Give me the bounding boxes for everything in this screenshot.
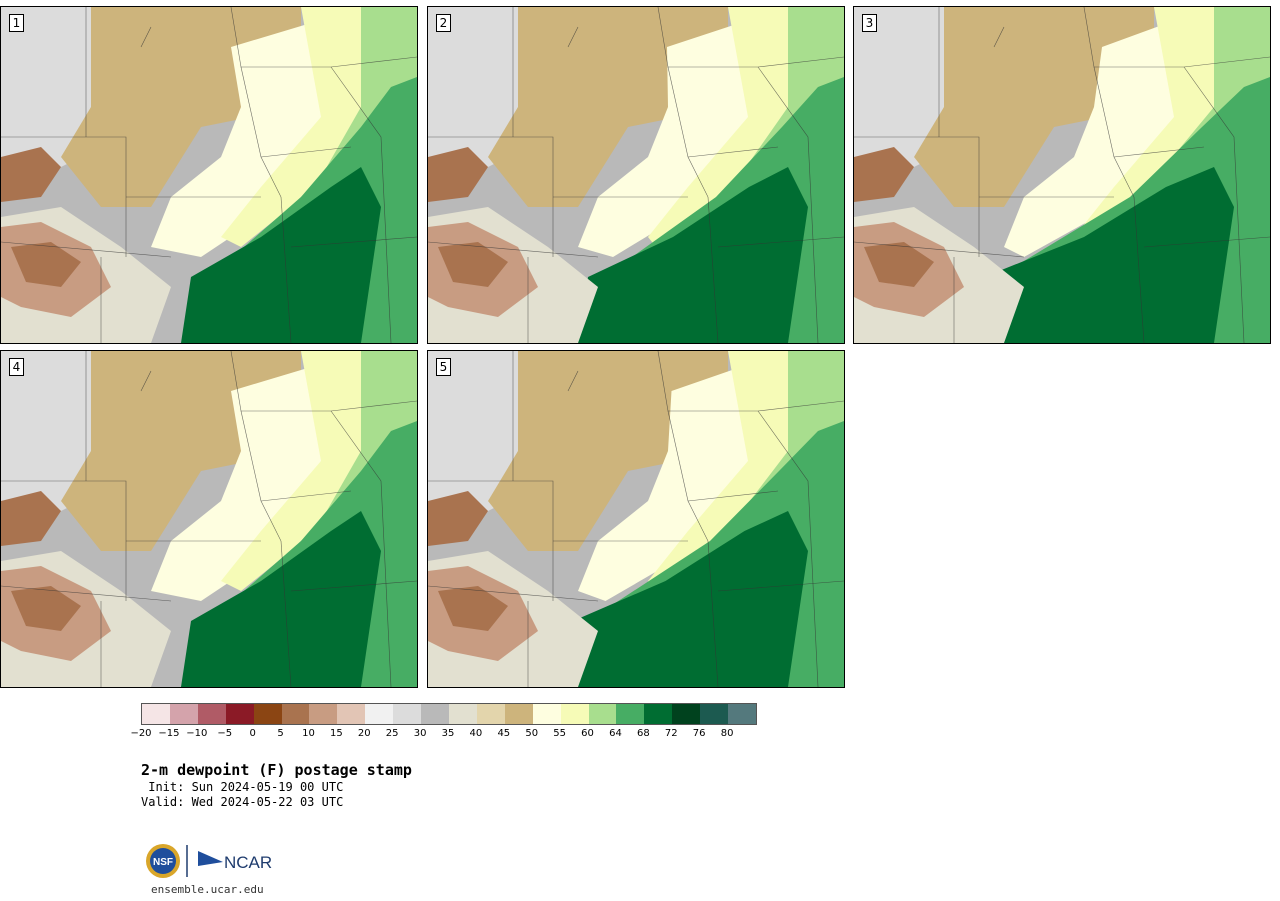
colorbar-cell xyxy=(700,704,729,724)
ensemble-member-panel-5: 5 xyxy=(427,350,845,688)
ensemble-member-panel-3: 3 xyxy=(853,6,1271,344)
panel-number: 4 xyxy=(9,358,24,376)
product-title: 2-m dewpoint (F) postage stamp xyxy=(141,761,412,779)
colorbar-cell xyxy=(504,704,533,724)
colorbar-tick-label: −5 xyxy=(217,728,233,739)
colorbar-cell xyxy=(616,704,645,724)
colorbar-cell xyxy=(309,704,338,724)
panel-number: 2 xyxy=(436,14,451,32)
valid-time: Valid: Wed 2024-05-22 03 UTC xyxy=(141,795,344,809)
ensemble-member-panel-2: 2 xyxy=(427,6,845,344)
nsf-logo-icon: NSF xyxy=(146,844,180,878)
colorbar-cell xyxy=(560,704,589,724)
panel-number: 3 xyxy=(862,14,877,32)
nsf-text: NSF xyxy=(153,857,173,868)
colorbar-tick-label: 30 xyxy=(413,728,427,739)
colorbar-tick-label: 40 xyxy=(469,728,483,739)
colorbar-cell xyxy=(393,704,422,724)
colorbar-cell xyxy=(532,704,561,724)
ncar-text: NCAR xyxy=(224,853,272,872)
init-time: Init: Sun 2024-05-19 00 UTC xyxy=(141,780,344,794)
colorbar-tick-labels: −20 −15 −10 −5 0 5 10 15 20 25 30 35 40 45 50 55 60 64 68 7… xyxy=(130,728,757,742)
colorbar-cell xyxy=(225,704,254,724)
panel-number: 5 xyxy=(436,358,451,376)
colorbar-tick-label: 5 xyxy=(277,728,284,739)
colorbar-cell xyxy=(337,704,366,724)
colorbar-tick-label: 25 xyxy=(385,728,399,739)
colorbar-tick-label: 80 xyxy=(720,728,734,739)
ncar-logo-icon: NCAR xyxy=(198,851,272,872)
colorbar-tick-label: −15 xyxy=(158,728,180,739)
dewpoint-map-2 xyxy=(428,7,844,343)
dewpoint-map-5 xyxy=(428,351,844,687)
colorbar-cell xyxy=(253,704,282,724)
dewpoint-map-3 xyxy=(854,7,1270,343)
colorbar-tick-label: 35 xyxy=(441,728,455,739)
dewpoint-map-4 xyxy=(1,351,417,687)
colorbar-cell xyxy=(197,704,226,724)
colorbar-tick-label: 45 xyxy=(497,728,511,739)
colorbar-cell xyxy=(644,704,673,724)
colorbar-tick-label: 76 xyxy=(692,728,706,739)
colorbar-cell xyxy=(421,704,449,724)
colorbar-tick-label: 10 xyxy=(302,728,315,739)
colorbar-cell xyxy=(476,704,505,724)
logos: NSF NCAR xyxy=(145,842,275,880)
colorbar-cell xyxy=(281,704,310,724)
colorbar-cell xyxy=(588,704,617,724)
colorbar-cell xyxy=(169,704,198,724)
colorbar-cell xyxy=(142,704,170,724)
ensemble-member-panel-4: 4 xyxy=(0,350,418,688)
ensemble-member-panel-1: 1 xyxy=(0,6,418,344)
panel-number: 1 xyxy=(9,14,24,32)
colorbar-cell xyxy=(365,704,394,724)
colorbar-tick-label: 72 xyxy=(664,728,678,739)
colorbar-cell xyxy=(728,704,756,724)
colorbar-tick-label: 60 xyxy=(581,728,594,739)
colorbar-tick-label: 55 xyxy=(553,728,566,739)
website-url: ensemble.ucar.edu xyxy=(151,883,264,896)
colorbar-cell xyxy=(448,704,477,724)
colorbar-tick-label: 20 xyxy=(357,728,371,739)
colorbar-tick-label: 0 xyxy=(249,728,256,739)
colorbar-tick-label: −10 xyxy=(186,728,208,739)
colorbar-cell xyxy=(672,704,701,724)
colorbar-tick-label: 50 xyxy=(525,728,539,739)
nsf-ncar-logo: NSF NCAR xyxy=(146,844,272,878)
dewpoint-map-1 xyxy=(1,7,417,343)
colorbar-tick-label: 15 xyxy=(329,728,343,739)
colorbar-tick-label: −20 xyxy=(130,728,152,739)
colorbar-tick-label: 68 xyxy=(636,728,650,739)
colorbar-tick-label: 64 xyxy=(609,728,622,739)
dewpoint-colorbar xyxy=(141,703,757,725)
